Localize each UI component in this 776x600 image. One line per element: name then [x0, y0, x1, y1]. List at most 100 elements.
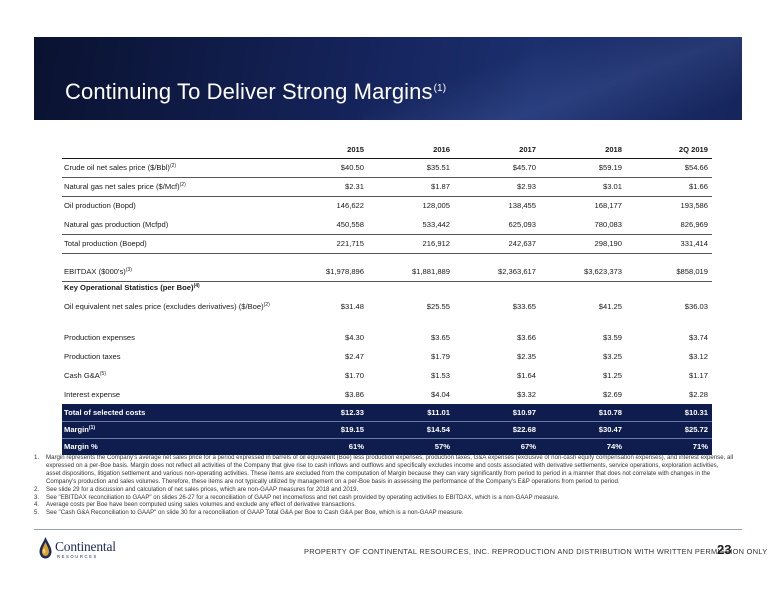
- row-label: Total of selected costs: [62, 404, 282, 422]
- title-footnote-ref: (1): [433, 83, 447, 94]
- header-label-cell: [62, 141, 282, 159]
- table-row: Interest expense $3.86 $4.04 $3.32 $2.69…: [62, 385, 712, 404]
- cell: $4.04: [430, 390, 450, 399]
- cell: $1,978,896: [325, 266, 364, 276]
- row-label: Natural gas net sales price ($/Mcf)(2): [62, 176, 282, 196]
- oil-drop-icon: [39, 537, 52, 559]
- column-header: 2015: [282, 141, 368, 159]
- cell: 625,093: [508, 219, 536, 229]
- cell: 450,558: [336, 219, 364, 229]
- cell: 128,005: [368, 195, 454, 215]
- cell: $40.50: [340, 163, 364, 172]
- section-header-row: Key Operational Statistics (per Boe)(4): [62, 280, 712, 293]
- cell: $1.66: [626, 176, 712, 196]
- row-label: Oil equivalent net sales price (excludes…: [64, 301, 270, 311]
- cell: $25.55: [426, 301, 450, 311]
- cell: $31.48: [340, 301, 364, 311]
- cell: $30.47: [540, 421, 626, 439]
- table-row: Cash G&A(5) $1.70 $1.53 $1.64 $1.25 $1.1…: [62, 366, 712, 385]
- margin-row: Margin(1) $19.15 $14.54 $22.68 $30.47 $2…: [62, 421, 712, 439]
- cell: $14.54: [368, 421, 454, 439]
- section-label: Key Operational Statistics (per Boe)(4): [62, 280, 712, 293]
- cell: $11.01: [368, 404, 454, 422]
- row-label: Cash G&A(5): [64, 371, 106, 380]
- cell: $1.25: [602, 371, 622, 380]
- cell: $3.01: [540, 176, 626, 196]
- title-banner: Continuing To Deliver Strong Margins(1): [34, 37, 742, 120]
- cell: $3,623,373: [583, 266, 622, 276]
- cell: $25.72: [626, 421, 712, 439]
- banner-highlight: [362, 37, 742, 120]
- table-row: Total production (Boepd) 221,715 216,912…: [62, 233, 712, 253]
- column-header: 2018: [540, 141, 626, 159]
- table-row: Oil production (Bopd) 146,622 128,005 13…: [62, 195, 712, 215]
- cell: $3.65: [430, 333, 450, 342]
- spacer-row: [62, 319, 712, 328]
- cell: 331,414: [626, 233, 712, 253]
- cell: $54.66: [684, 163, 708, 172]
- cell: $10.31: [626, 404, 712, 422]
- row-label: Total production (Boepd): [62, 233, 282, 253]
- column-header: 2Q 2019: [626, 141, 712, 159]
- cell: $2.69: [602, 390, 622, 399]
- cell: 138,455: [454, 195, 540, 215]
- cell: $10.97: [454, 404, 540, 422]
- cell: 780,083: [594, 219, 622, 229]
- cell: $1.79: [430, 352, 450, 361]
- cell: $1.70: [344, 371, 364, 380]
- cell: $33.65: [512, 301, 536, 311]
- cell: 67%: [454, 438, 540, 455]
- cell: $3.12: [688, 352, 708, 361]
- cell: 146,622: [282, 195, 368, 215]
- cell: 216,912: [368, 233, 454, 253]
- cell: $2.35: [516, 352, 536, 361]
- row-label: Crude oil net sales price ($/Bbl)(2): [64, 163, 177, 172]
- cell: $4.30: [344, 333, 364, 342]
- footnotes: 1. Margin represents the Company's averag…: [34, 454, 734, 517]
- row-label: Natural gas production (Mcfpd): [64, 219, 169, 229]
- footnote: 2. See slide 29 for a discussion and calc…: [34, 485, 359, 493]
- margins-table: 2015 2016 2017 2018 2Q 2019 Crude oil ne…: [62, 141, 712, 455]
- margin-percent-row: Margin % 61% 57% 67% 74% 71%: [62, 438, 712, 455]
- footnote: 1. Margin represents the Company's averag…: [34, 454, 734, 485]
- table-row: Oil equivalent net sales price (excludes…: [62, 293, 712, 319]
- cell: 168,177: [540, 195, 626, 215]
- footnote: 4. Average costs per Boe have been comput…: [34, 501, 357, 509]
- logo-wordmark: Continental: [55, 539, 116, 554]
- row-label: Margin(1): [62, 421, 282, 439]
- table-header-row: 2015 2016 2017 2018 2Q 2019: [62, 141, 712, 159]
- cell: $41.25: [598, 301, 622, 311]
- cell: 533,442: [422, 219, 450, 229]
- cell: $2.47: [344, 352, 364, 361]
- footnote: 3. See "EBITDAX reconciliation to GAAP" o…: [34, 493, 560, 501]
- cell: 61%: [282, 438, 368, 455]
- total-costs-row: Total of selected costs $12.33 $11.01 $1…: [62, 404, 712, 422]
- cell: $2.28: [688, 390, 708, 399]
- row-label: Production expenses: [64, 333, 135, 342]
- spacer-row: [62, 252, 712, 262]
- row-label: Oil production (Bopd): [62, 195, 282, 215]
- page-title-text: Continuing To Deliver Strong Margins: [65, 79, 433, 104]
- cell: 193,586: [626, 195, 712, 215]
- cell: $22.68: [454, 421, 540, 439]
- table-row: Natural gas production (Mcfpd) 450,558 5…: [62, 215, 712, 234]
- row-label: Margin %: [62, 438, 282, 455]
- cell: 221,715: [282, 233, 368, 253]
- table-row: Production expenses $4.30 $3.65 $3.66 $3…: [62, 328, 712, 347]
- column-header: 2017: [454, 141, 540, 159]
- cell: 57%: [368, 438, 454, 455]
- row-label: EBITDAX ($000's)(3): [64, 266, 132, 276]
- cell: $2.93: [454, 176, 540, 196]
- page-number: 23: [717, 542, 732, 557]
- cell: 826,969: [680, 219, 708, 229]
- table-row: Crude oil net sales price ($/Bbl)(2) $40…: [62, 158, 712, 177]
- table-row: Natural gas net sales price ($/Mcf)(2) $…: [62, 176, 712, 196]
- cell: $35.51: [426, 163, 450, 172]
- cell: $10.78: [540, 404, 626, 422]
- footer-divider: [34, 529, 742, 530]
- column-header: 2016: [368, 141, 454, 159]
- cell: 74%: [540, 438, 626, 455]
- cell: $3.59: [602, 333, 622, 342]
- cell: $3.25: [602, 352, 622, 361]
- cell: $2,363,617: [497, 266, 536, 276]
